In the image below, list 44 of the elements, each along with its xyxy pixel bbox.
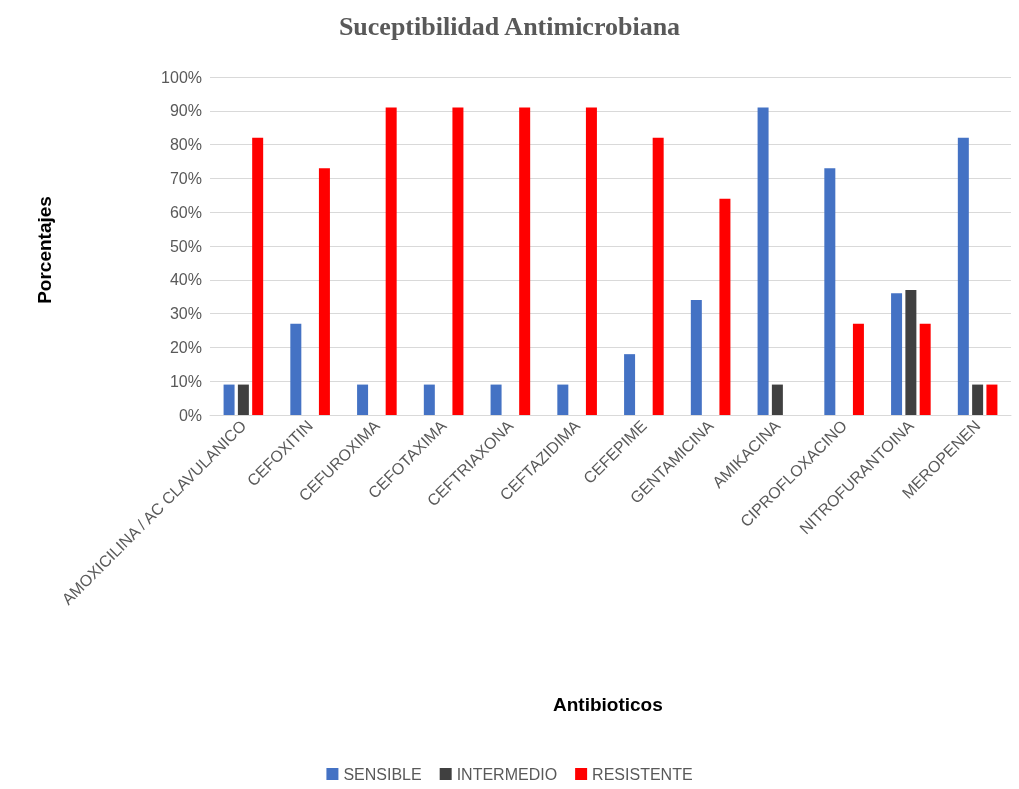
y-tick-label: 70%	[169, 169, 202, 187]
bar	[852, 323, 864, 415]
bar	[223, 384, 235, 415]
bar	[719, 198, 731, 415]
bar	[357, 384, 369, 415]
bar	[824, 168, 836, 415]
bar	[919, 323, 931, 415]
y-tick-label: 10%	[169, 372, 202, 390]
y-tick-label: 100%	[161, 68, 202, 86]
bar	[652, 137, 664, 415]
bar	[905, 289, 917, 415]
bar	[972, 384, 984, 415]
y-tick-label: 50%	[169, 237, 202, 255]
bar	[771, 384, 783, 415]
y-tick-label: 0%	[178, 406, 202, 424]
bar	[490, 384, 502, 415]
bar	[957, 137, 969, 415]
y-axis-title: Porcentajes	[34, 196, 55, 304]
bar	[557, 384, 569, 415]
bar	[891, 293, 903, 415]
y-tick-label: 60%	[169, 203, 202, 221]
bar	[290, 323, 302, 415]
bar	[986, 384, 998, 415]
legend-label: INTERMEDIO	[456, 765, 558, 783]
bar	[318, 168, 330, 415]
legend-label: RESISTENTE	[592, 765, 693, 783]
bar	[252, 137, 264, 415]
bar	[452, 107, 464, 415]
chart-title: Suceptibilidad Antimicrobiana	[338, 11, 681, 41]
bar	[519, 107, 531, 415]
y-tick-label: 20%	[169, 338, 202, 356]
y-tick-label: 30%	[169, 305, 202, 323]
bar	[237, 384, 249, 415]
y-tick-label: 90%	[169, 102, 202, 120]
bar	[757, 107, 769, 415]
bar	[624, 354, 636, 415]
y-tick-label: 80%	[169, 136, 202, 154]
bar	[423, 384, 435, 415]
x-axis-title: Antibioticos	[553, 694, 663, 715]
legend-label: SENSIBLE	[343, 765, 422, 783]
bar	[690, 300, 702, 415]
bar	[585, 107, 597, 415]
bar	[385, 107, 397, 415]
y-tick-label: 40%	[169, 271, 202, 289]
